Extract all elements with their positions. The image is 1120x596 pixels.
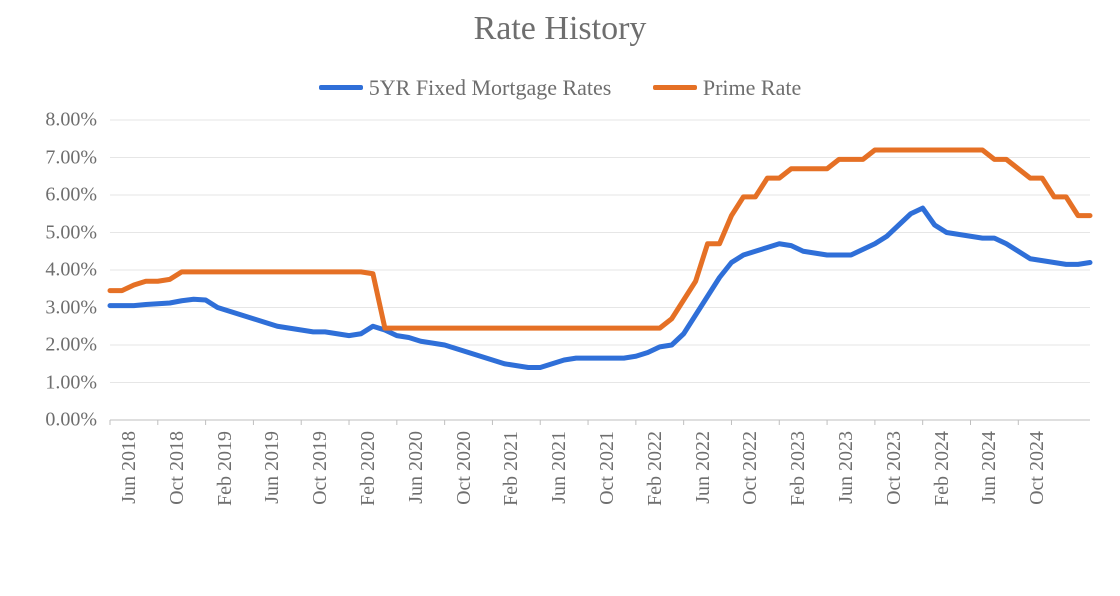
x-tick-label: Oct 2021: [596, 431, 619, 505]
legend-swatch-prime: [653, 85, 697, 90]
x-tick-label: Oct 2018: [166, 431, 189, 505]
x-tick-label: Jun 2018: [118, 431, 141, 504]
x-tick-label: Oct 2019: [309, 431, 332, 505]
x-tick-label: Jun 2022: [692, 431, 715, 504]
x-tick-label: Feb 2020: [357, 431, 380, 506]
plot-area: [110, 120, 1090, 420]
y-tick-label: 0.00%: [0, 409, 97, 432]
x-tick-label: Feb 2022: [644, 431, 667, 506]
x-tick-label: Oct 2024: [1026, 431, 1049, 505]
legend-item-prime: Prime Rate: [653, 75, 801, 101]
legend-item-fixed: 5YR Fixed Mortgage Rates: [319, 75, 612, 101]
x-tick-label: Oct 2023: [883, 431, 906, 505]
x-tick-label: Feb 2019: [214, 431, 237, 506]
x-tick-label: Jun 2023: [835, 431, 858, 504]
x-tick-label: Oct 2020: [453, 431, 476, 505]
y-axis: 0.00%1.00%2.00%3.00%4.00%5.00%6.00%7.00%…: [0, 120, 105, 420]
chart-title: Rate History: [0, 10, 1120, 48]
x-tick-label: Jun 2024: [978, 431, 1001, 504]
series-line-prime: [110, 150, 1090, 328]
y-tick-label: 4.00%: [0, 259, 97, 282]
x-tick-label: Feb 2023: [787, 431, 810, 506]
y-tick-label: 1.00%: [0, 371, 97, 394]
plot-svg: [110, 120, 1090, 420]
y-tick-label: 6.00%: [0, 184, 97, 207]
y-tick-label: 5.00%: [0, 221, 97, 244]
x-tick-label: Jun 2021: [548, 431, 571, 504]
legend-swatch-fixed: [319, 85, 363, 90]
rate-history-chart: Rate History 5YR Fixed Mortgage Rates Pr…: [0, 0, 1120, 596]
y-tick-label: 8.00%: [0, 109, 97, 132]
x-tick-label: Feb 2021: [500, 431, 523, 506]
y-tick-label: 2.00%: [0, 334, 97, 357]
x-tick-label: Jun 2020: [405, 431, 428, 504]
x-tick-label: Oct 2022: [739, 431, 762, 505]
chart-legend: 5YR Fixed Mortgage Rates Prime Rate: [0, 70, 1120, 101]
y-tick-label: 7.00%: [0, 146, 97, 169]
x-tick-label: Feb 2024: [931, 431, 954, 506]
y-tick-label: 3.00%: [0, 296, 97, 319]
legend-label-fixed: 5YR Fixed Mortgage Rates: [369, 75, 612, 101]
x-tick-label: Jun 2019: [261, 431, 284, 504]
legend-label-prime: Prime Rate: [703, 75, 801, 101]
x-axis: Jun 2018 Oct 2018 Feb 2019 Jun 2019 Oct 2019…: [110, 425, 1090, 585]
